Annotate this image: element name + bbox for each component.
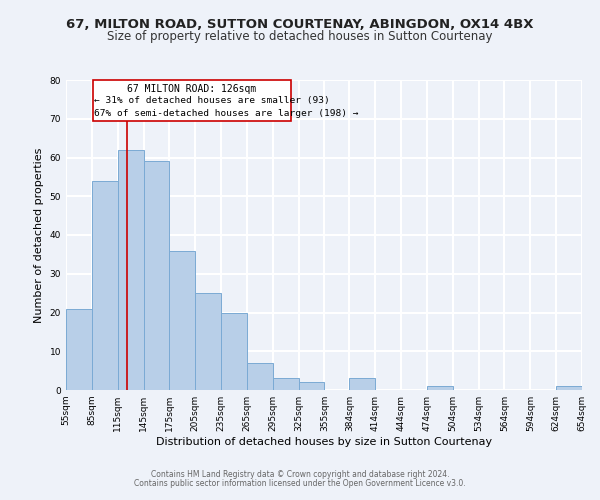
Bar	[273, 378, 299, 390]
Text: 67, MILTON ROAD, SUTTON COURTENAY, ABINGDON, OX14 4BX: 67, MILTON ROAD, SUTTON COURTENAY, ABING…	[66, 18, 534, 30]
Text: Size of property relative to detached houses in Sutton Courtenay: Size of property relative to detached ho…	[107, 30, 493, 43]
Text: Contains public sector information licensed under the Open Government Licence v3: Contains public sector information licen…	[134, 479, 466, 488]
Bar	[427, 386, 453, 390]
Text: 67% of semi-detached houses are larger (198) →: 67% of semi-detached houses are larger (…	[94, 109, 359, 118]
Bar	[143, 162, 169, 390]
Bar	[221, 312, 247, 390]
Bar	[92, 180, 118, 390]
Bar	[66, 308, 92, 390]
Text: ← 31% of detached houses are smaller (93): ← 31% of detached houses are smaller (93…	[94, 96, 330, 106]
FancyBboxPatch shape	[93, 80, 291, 120]
Bar	[556, 386, 582, 390]
Text: Contains HM Land Registry data © Crown copyright and database right 2024.: Contains HM Land Registry data © Crown c…	[151, 470, 449, 479]
Bar	[247, 363, 273, 390]
Bar	[195, 293, 221, 390]
Bar	[169, 250, 195, 390]
X-axis label: Distribution of detached houses by size in Sutton Courtenay: Distribution of detached houses by size …	[156, 437, 492, 447]
Text: 67 MILTON ROAD: 126sqm: 67 MILTON ROAD: 126sqm	[127, 84, 256, 94]
Bar	[118, 150, 143, 390]
Bar	[299, 382, 325, 390]
Y-axis label: Number of detached properties: Number of detached properties	[34, 148, 44, 322]
Bar	[349, 378, 375, 390]
